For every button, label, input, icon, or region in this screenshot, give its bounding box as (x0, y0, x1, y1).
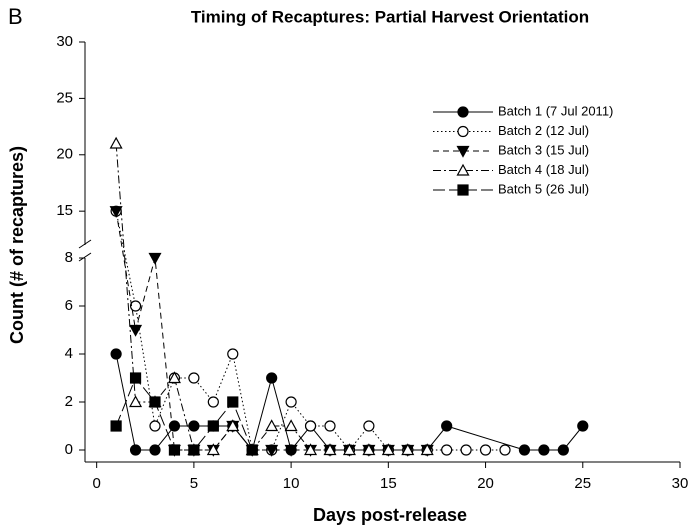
marker (188, 372, 200, 384)
marker (457, 106, 469, 118)
marker (456, 163, 470, 176)
marker (457, 184, 469, 196)
series-line (115, 143, 428, 451)
marker (149, 396, 161, 408)
axis-break (78, 239, 92, 249)
legend-text: Batch 3 (15 Jul) (498, 142, 589, 157)
axis-break (78, 252, 92, 262)
y-tick-label: 6 (65, 297, 73, 314)
marker (110, 348, 122, 360)
legend-text: Batch 5 (26 Jul) (498, 181, 589, 196)
marker (441, 420, 453, 432)
x-tick-label: 15 (380, 475, 397, 492)
x-tick-label: 25 (574, 475, 591, 492)
y-tick-label: 0 (65, 441, 73, 458)
marker (362, 443, 376, 456)
marker (323, 443, 337, 456)
marker (168, 420, 181, 432)
marker (324, 420, 336, 432)
marker (381, 443, 395, 456)
marker (499, 444, 511, 456)
marker (109, 206, 123, 218)
y-tick-label: 4 (65, 345, 73, 362)
x-axis-label: Days post-release (313, 505, 467, 525)
marker (148, 252, 162, 265)
marker (149, 444, 161, 456)
marker (342, 443, 356, 456)
marker (285, 396, 297, 408)
marker (129, 395, 143, 408)
y-tick-label: 25 (56, 89, 73, 106)
marker (441, 444, 453, 456)
marker (577, 420, 589, 432)
x-tick-label: 0 (92, 475, 100, 492)
marker (226, 419, 240, 432)
marker (460, 444, 472, 456)
x-tick-label: 10 (283, 475, 300, 492)
marker (363, 420, 375, 432)
marker (246, 444, 258, 456)
series-line (115, 211, 505, 451)
panel-label: B (8, 4, 23, 29)
marker (266, 372, 278, 384)
y-axis-label: Count (# of recaptures) (7, 146, 27, 344)
marker (149, 420, 161, 432)
marker (129, 444, 142, 456)
marker (227, 396, 239, 408)
x-tick-label: 30 (672, 475, 689, 492)
marker (420, 443, 434, 456)
x-tick-label: 20 (477, 475, 494, 492)
marker (265, 444, 279, 457)
marker (265, 419, 279, 432)
series-line (115, 353, 584, 452)
marker (518, 444, 531, 456)
marker (129, 372, 142, 384)
y-tick-label: 2 (65, 393, 73, 410)
marker (207, 420, 219, 432)
marker (129, 324, 143, 337)
marker (109, 136, 123, 149)
marker (227, 348, 239, 360)
marker (401, 443, 415, 456)
legend-text: Batch 4 (18 Jul) (498, 162, 589, 177)
y-tick-label: 15 (56, 202, 73, 219)
marker (304, 443, 318, 456)
marker (557, 444, 569, 456)
series-line (115, 211, 428, 451)
marker (206, 443, 220, 456)
marker (284, 419, 298, 432)
y-tick-label: 30 (56, 33, 73, 50)
marker (456, 145, 470, 158)
marker (168, 444, 181, 456)
marker (457, 125, 469, 138)
marker (188, 444, 200, 456)
y-tick-label: 20 (56, 146, 73, 163)
marker (207, 396, 219, 408)
marker (167, 371, 181, 384)
legend-text: Batch 1 (7 Jul 2011) (498, 103, 613, 118)
marker (304, 420, 317, 432)
legend-text: Batch 2 (12 Jul) (498, 123, 589, 138)
marker (188, 420, 200, 432)
x-tick-label: 5 (190, 475, 198, 492)
marker (110, 420, 122, 432)
marker (538, 444, 550, 456)
series-line (115, 377, 253, 451)
chart-title: Timing of Recaptures: Partial Harvest Or… (191, 7, 589, 26)
marker (284, 444, 298, 457)
marker (479, 444, 492, 456)
marker (129, 300, 142, 312)
y-tick-label: 8 (65, 249, 73, 266)
